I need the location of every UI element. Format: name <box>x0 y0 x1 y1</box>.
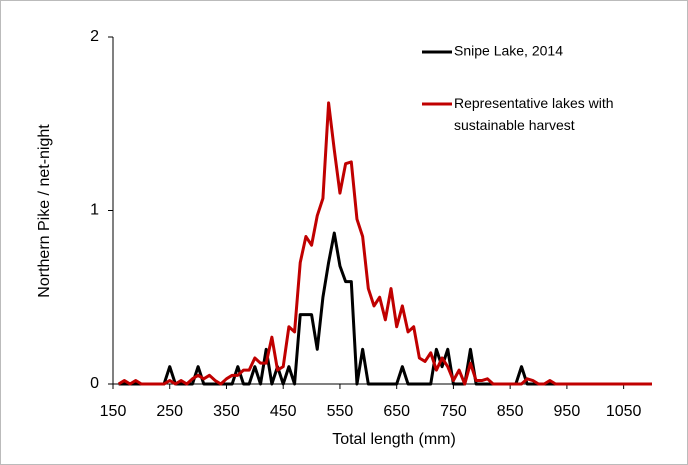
x-tick-label: 750 <box>440 403 467 420</box>
x-axis-title: Total length (mm) <box>332 431 456 448</box>
x-tick-label: 350 <box>213 403 240 420</box>
x-tick-label: 850 <box>497 403 524 420</box>
x-tick-label: 550 <box>327 403 354 420</box>
x-tick-label: 150 <box>100 403 127 420</box>
x-tick-label: 250 <box>156 403 183 420</box>
x-tick-label: 450 <box>270 403 297 420</box>
x-tick-label: 650 <box>383 403 410 420</box>
y-axis-title: Northern Pike / net-night <box>36 124 53 298</box>
y-tick-label: 0 <box>90 375 99 392</box>
series-line <box>117 101 652 386</box>
y-tick-label: 1 <box>90 202 99 219</box>
x-tick-label: 950 <box>554 403 581 420</box>
x-tick-label: 1050 <box>606 403 642 420</box>
legend-label: Snipe Lake, 2014 <box>454 43 563 59</box>
y-tick-label: 2 <box>90 28 99 45</box>
legend-label: Representative lakes with sustainable har… <box>454 95 614 133</box>
